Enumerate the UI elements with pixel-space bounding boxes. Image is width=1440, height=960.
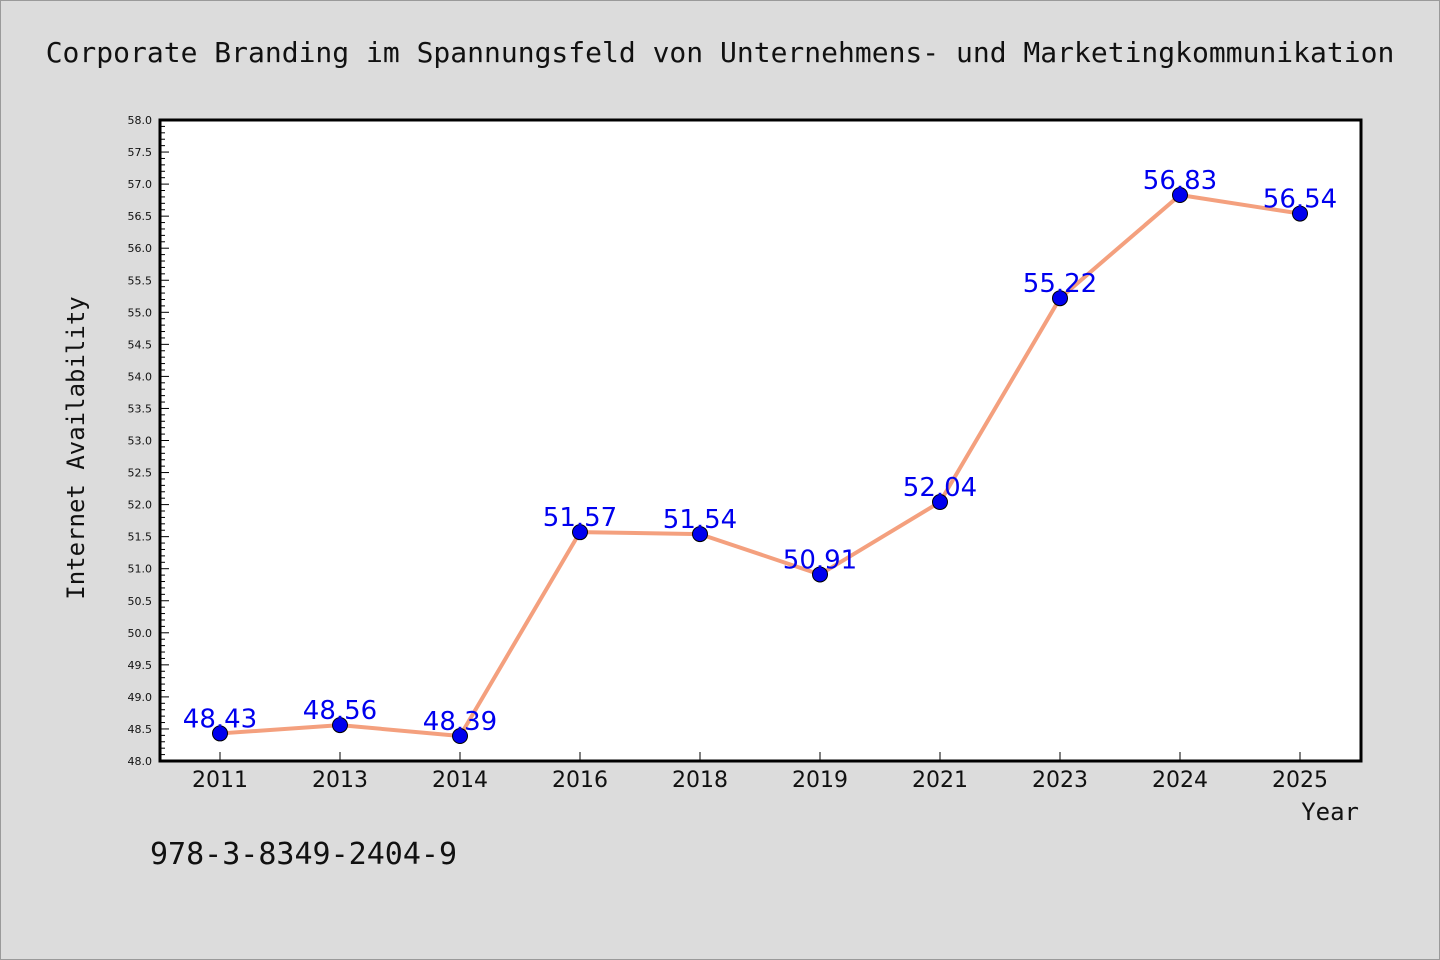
y-tick-label: 56.5 (128, 210, 153, 223)
x-tick-label: 2013 (312, 768, 368, 793)
data-label: 50.91 (783, 545, 857, 575)
data-point (1052, 290, 1068, 307)
y-axis: 48.0 48.5 49.0 49.5 50.0 50.5 51.0 51.5 52.0 52.5… (128, 114, 169, 768)
y-tick-label: 48.5 (128, 723, 153, 736)
x-axis: 2011 2013 2014 2016 2018 2019 2021 2023 2024 2025 (192, 752, 1328, 793)
y-tick-label: 50.5 (128, 595, 153, 608)
data-label: 48.43 (183, 704, 257, 734)
x-tick-label: 2021 (912, 768, 968, 793)
y-tick-label: 56.0 (128, 242, 153, 255)
y-tick-label: 49.5 (128, 659, 153, 672)
y-tick-label: 50.0 (128, 627, 153, 640)
x-tick-label: 2025 (1272, 768, 1328, 793)
series-line-group: 48.43 48.56 48.39 51.57 51.54 50.91 52.04 55.22… (183, 166, 1337, 745)
data-point (932, 494, 948, 511)
data-label: 55.22 (1023, 269, 1097, 299)
y-tick-label: 54.5 (128, 338, 153, 351)
y-tick-label: 53.0 (128, 435, 153, 448)
data-point (212, 725, 228, 742)
chart-title: Corporate Branding im Spannungsfeld von … (46, 36, 1395, 69)
y-tick-label: 51.5 (128, 531, 153, 544)
y-tick-label: 51.0 (128, 563, 153, 576)
series-line (219, 192, 1301, 739)
plot-area (160, 120, 1361, 761)
y-tick-label: 48.0 (128, 755, 153, 768)
y-tick-label: 55.0 (128, 306, 153, 319)
data-label: 51.57 (543, 503, 617, 533)
data-point (692, 526, 708, 543)
data-label: 48.39 (423, 707, 497, 737)
data-label: 51.54 (663, 505, 737, 535)
x-tick-label: 2014 (432, 768, 488, 793)
data-point (572, 524, 588, 541)
data-point (452, 728, 468, 745)
y-tick-label: 53.5 (128, 402, 153, 415)
data-point (1292, 205, 1308, 222)
data-label: 48.56 (303, 696, 377, 726)
x-tick-label: 2023 (1032, 768, 1088, 793)
data-point (812, 566, 828, 583)
x-tick-label: 2019 (792, 768, 848, 793)
x-axis-label: Year (1301, 798, 1359, 826)
data-point (1172, 186, 1188, 203)
y-tick-label: 57.0 (128, 178, 153, 191)
y-axis-label: Internet Availability (62, 296, 90, 599)
data-label: 56.54 (1263, 185, 1337, 215)
x-tick-label: 2016 (552, 768, 608, 793)
y-tick-label: 58.0 (128, 114, 153, 127)
y-tick-label: 52.0 (128, 499, 153, 512)
plot-frame (158, 118, 1363, 763)
data-label: 52.04 (903, 473, 977, 503)
x-tick-label: 2018 (672, 768, 728, 793)
y-tick-label: 55.5 (128, 274, 153, 287)
isbn-text: 978-3-8349-2404-9 (150, 837, 457, 872)
y-tick-label: 57.5 (128, 146, 153, 159)
y-tick-label: 54.0 (128, 370, 153, 383)
x-tick-label: 2011 (192, 768, 248, 793)
x-tick-label: 2024 (1152, 768, 1208, 793)
y-tick-label: 52.5 (128, 467, 153, 480)
data-label: 56.83 (1143, 166, 1217, 196)
data-point (332, 717, 348, 734)
y-tick-label: 49.0 (128, 691, 153, 704)
